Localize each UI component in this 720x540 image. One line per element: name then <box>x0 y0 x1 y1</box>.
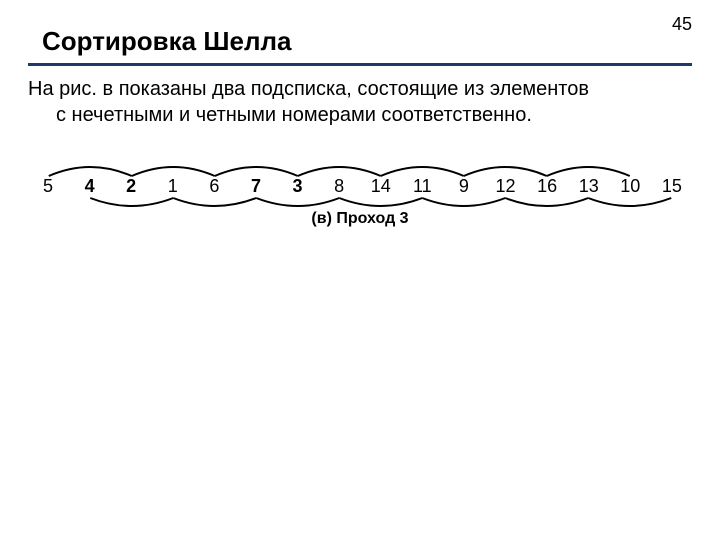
number-cell: 15 <box>652 176 692 197</box>
title-underline <box>28 63 692 66</box>
number-cell: 10 <box>610 176 650 197</box>
body-line-1: На рис. в показаны два подсписка, состоя… <box>28 78 589 100</box>
number-cell: 8 <box>319 176 359 197</box>
number-cell: 14 <box>361 176 401 197</box>
body-line-2: с нечетными и четными номерами соответст… <box>28 102 692 128</box>
arc-bottom <box>422 198 505 206</box>
arc-bottom <box>339 198 422 206</box>
number-cell: 2 <box>111 176 151 197</box>
number-cell: 1 <box>153 176 193 197</box>
number-cell: 16 <box>527 176 567 197</box>
figure-caption: (в) Проход 3 <box>28 210 692 228</box>
numbers-row: 54216738141191216131015 <box>28 174 692 198</box>
arc-bottom <box>505 198 588 206</box>
arc-bottom <box>173 198 256 206</box>
slide-title: Сортировка Шелла <box>28 20 692 59</box>
number-cell: 6 <box>194 176 234 197</box>
number-cell: 12 <box>486 176 526 197</box>
shell-sort-figure: 54216738141191216131015 (в) Проход 3 <box>28 146 692 236</box>
number-cell: 4 <box>70 176 110 197</box>
page-number: 45 <box>672 14 692 35</box>
number-cell: 13 <box>569 176 609 197</box>
arcs-bottom-group <box>90 198 671 206</box>
body-text: На рис. в показаны два подсписка, состоя… <box>28 76 692 128</box>
number-cell: 9 <box>444 176 484 197</box>
number-cell: 7 <box>236 176 276 197</box>
arc-bottom <box>588 198 671 206</box>
number-cell: 5 <box>28 176 68 197</box>
number-cell: 3 <box>278 176 318 197</box>
arc-bottom <box>90 198 173 206</box>
arc-bottom <box>256 198 339 206</box>
number-cell: 11 <box>402 176 442 197</box>
